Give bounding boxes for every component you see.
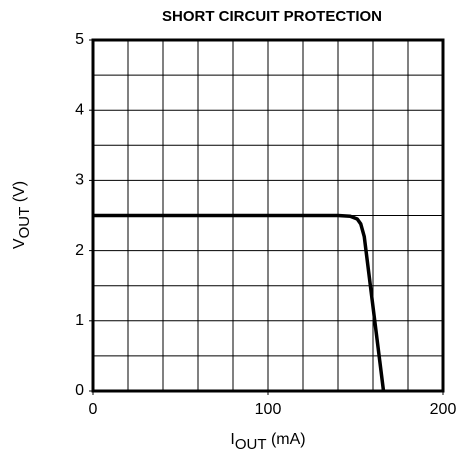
y-tick-label: 4 — [75, 101, 84, 118]
y-tick-label: 5 — [75, 31, 84, 48]
y-axis-label-unit: (V) — [11, 181, 28, 207]
y-tick-label: 3 — [75, 172, 84, 189]
x-axis-label: IOUT (mA) — [230, 431, 305, 453]
x-tick-label: 0 — [89, 401, 98, 418]
y-tick-label: 1 — [75, 312, 84, 329]
y-tick-label: 2 — [75, 242, 84, 259]
y-tick-label: 0 — [75, 382, 84, 399]
y-axis-label-main: V — [11, 238, 28, 249]
x-axis-label-sub: OUT — [235, 436, 267, 453]
x-axis-label-unit: (mA) — [267, 431, 306, 448]
x-tick-label: 200 — [430, 401, 457, 418]
x-tick-label: 100 — [255, 401, 282, 418]
x-axis-label-main: I — [230, 431, 234, 448]
y-axis-label-sub: OUT — [16, 207, 33, 239]
chart-title: SHORT CIRCUIT PROTECTION — [162, 8, 382, 25]
line — [93, 213, 386, 392]
y-axis-label: VOUT (V) — [11, 181, 33, 249]
